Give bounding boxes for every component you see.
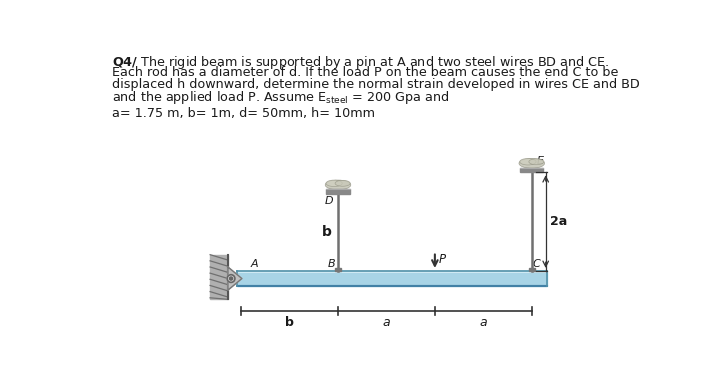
- Text: D: D: [325, 196, 333, 206]
- Text: C: C: [533, 259, 540, 269]
- Text: A: A: [251, 259, 258, 268]
- Ellipse shape: [520, 158, 536, 165]
- Text: 2a: 2a: [550, 215, 567, 228]
- Ellipse shape: [335, 180, 350, 186]
- Polygon shape: [228, 267, 242, 290]
- Ellipse shape: [325, 180, 351, 190]
- Ellipse shape: [519, 158, 544, 168]
- Polygon shape: [520, 168, 544, 172]
- Text: b: b: [322, 225, 332, 239]
- Polygon shape: [335, 268, 341, 271]
- Text: and the applied load P. Assume E$_{\mathsf{steel}}$ = 200 Gpa and: and the applied load P. Assume E$_{\math…: [112, 89, 449, 106]
- Polygon shape: [528, 268, 535, 271]
- Polygon shape: [238, 285, 547, 286]
- Text: B: B: [328, 259, 335, 269]
- Text: a: a: [480, 316, 487, 329]
- Text: a= 1.75 m, b= 1m, d= 50mm, h= 10mm: a= 1.75 m, b= 1m, d= 50mm, h= 10mm: [112, 107, 374, 120]
- Polygon shape: [210, 255, 228, 299]
- Text: $\mathbf{Q4/}$ The rigid beam is supported by a pin at A and two steel wires BD : $\mathbf{Q4/}$ The rigid beam is support…: [112, 55, 609, 72]
- Polygon shape: [238, 273, 547, 285]
- Polygon shape: [326, 189, 350, 194]
- Polygon shape: [238, 271, 547, 273]
- Circle shape: [230, 277, 233, 280]
- Text: a: a: [382, 316, 390, 329]
- Text: P: P: [438, 253, 446, 266]
- Ellipse shape: [326, 180, 342, 187]
- Text: displaced h downward, determine the normal strain developed in wires CE and BD: displaced h downward, determine the norm…: [112, 78, 639, 90]
- Circle shape: [228, 275, 235, 282]
- Text: Each rod has a diameter of d. If the load P on the beam causes the end C to be: Each rod has a diameter of d. If the loa…: [112, 66, 618, 79]
- Ellipse shape: [529, 159, 544, 165]
- Text: b: b: [285, 316, 294, 329]
- Text: E: E: [536, 156, 544, 166]
